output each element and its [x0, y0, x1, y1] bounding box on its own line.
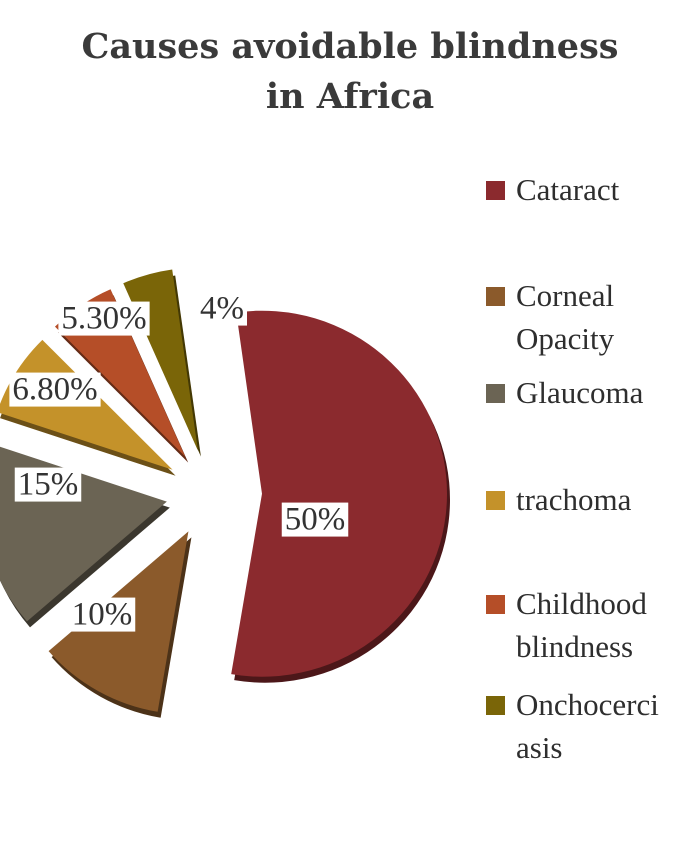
svg-text:5.30%: 5.30%: [61, 301, 146, 337]
pie-slice-cataract: [231, 310, 447, 677]
data-label-glaucoma: 15%: [14, 467, 82, 503]
legend-label-trachoma: trachoma: [516, 482, 632, 517]
legend-label-onchocerciasis: Onchocerci asis: [516, 687, 659, 765]
svg-text:10%: 10%: [72, 597, 133, 633]
legend-swatch-cataract: [486, 181, 505, 200]
legend-swatch-trachoma: [486, 491, 505, 510]
chart-title-line-2: in Africa: [265, 76, 435, 117]
legend-swatch-corneal-opacity: [486, 287, 505, 306]
legend-swatch-childhood-blindness: [486, 595, 505, 614]
svg-text:6.80%: 6.80%: [12, 372, 97, 408]
data-label-childhood-blindness: 5.30%: [58, 301, 150, 337]
legend-label-childhood-blindness: Childhood blindness: [516, 586, 647, 664]
svg-text:4%: 4%: [200, 291, 244, 327]
svg-text:50%: 50%: [285, 502, 346, 538]
legend-label-cataract: Cataract: [516, 172, 620, 207]
data-label-corneal-opacity: 10%: [68, 597, 136, 633]
chart-title-line-1: Causes avoidable blindness: [81, 26, 619, 67]
svg-text:15%: 15%: [18, 467, 79, 503]
legend-swatch-onchocerciasis: [486, 696, 505, 715]
data-label-cataract: 50%: [281, 502, 349, 538]
data-label-onchocerciasis: 4%: [197, 291, 247, 327]
legend-label-glaucoma: Glaucoma: [516, 375, 644, 410]
chart-title: Causes avoidable blindness in Africa: [0, 22, 700, 122]
legend-swatch-glaucoma: [486, 384, 505, 403]
legend-label-corneal-opacity: Corneal Opacity: [516, 278, 615, 356]
data-label-trachoma: 6.80%: [9, 372, 101, 408]
